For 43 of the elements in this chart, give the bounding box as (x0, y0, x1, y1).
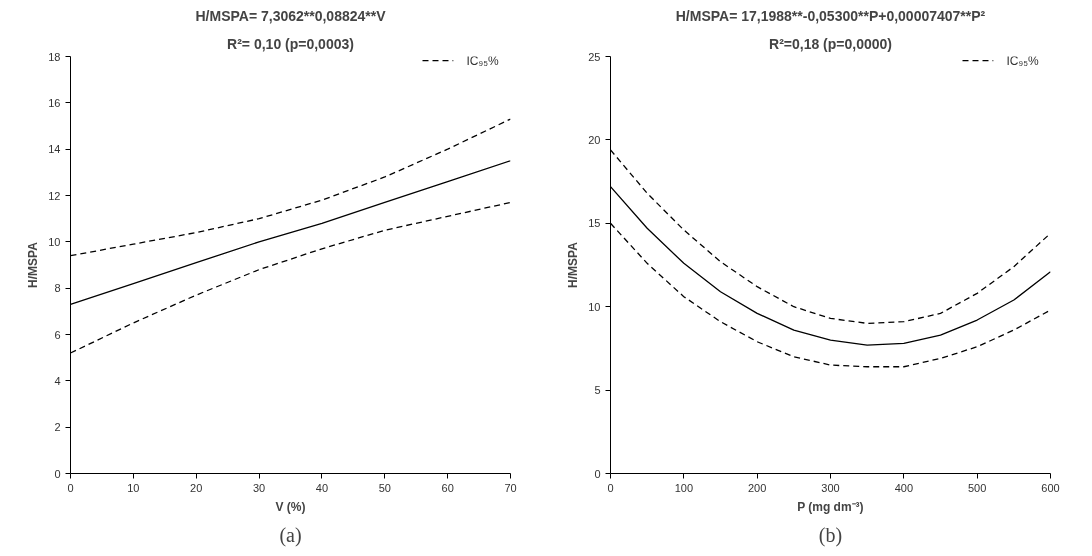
y-tick-label: 10 (48, 235, 61, 248)
y-tick-label: 16 (48, 96, 61, 109)
x-tick-label: 10 (127, 481, 140, 494)
y-tick-label: 2 (54, 421, 61, 434)
y-tick-label: 4 (54, 374, 61, 387)
chart-title: H/MSPA= 17,1988**-0,05300**P+0,00007407**P² (675, 7, 986, 24)
x-axis-title: V (%) (275, 499, 306, 514)
y-tick-label: 15 (588, 217, 601, 230)
y-tick-label: 25 (588, 50, 601, 63)
x-tick-label: 0 (67, 481, 74, 494)
x-tick-label: 0 (607, 481, 614, 494)
x-tick-label: 50 (378, 481, 391, 494)
y-tick-label: 0 (594, 467, 601, 480)
y-tick-label: 10 (588, 300, 601, 313)
x-axis-title: P (mg dm⁻³) (797, 499, 864, 514)
text: (b) (818, 523, 843, 547)
x-tick-label: 20 (190, 481, 203, 494)
legend-label: IC₉₅% (1006, 53, 1040, 68)
y-tick-label: 12 (48, 189, 61, 202)
text: (a) (279, 523, 302, 547)
y-axis-title: H/MSPA (566, 241, 581, 288)
chart-subtitle: R²= 0,10 (p=0,0003) (227, 35, 354, 52)
y-tick-label: 5 (594, 384, 601, 397)
y-tick-label: 18 (48, 50, 61, 63)
chart-subtitle: R²=0,18 (p=0,0000) (769, 35, 892, 52)
y-tick-label: 14 (48, 143, 61, 156)
x-tick-label: 100 (674, 481, 694, 494)
y-tick-label: 6 (54, 328, 61, 341)
x-tick-label: 500 (967, 481, 987, 494)
y-axis-title: H/MSPA (26, 241, 41, 288)
x-tick-label: 400 (894, 481, 914, 494)
x-tick-label: 40 (315, 481, 329, 494)
x-tick-label: 600 (1041, 481, 1060, 494)
y-tick-label: 0 (54, 467, 61, 480)
y-tick-label: 8 (54, 282, 61, 295)
x-tick-label: 200 (747, 481, 767, 494)
x-tick-label: 30 (252, 481, 266, 494)
y-tick-label: 20 (588, 133, 601, 146)
chart-title: H/MSPA= 7,3062**0,08824**V (195, 7, 387, 24)
x-tick-label: 60 (441, 481, 454, 494)
legend-label: IC₉₅% (466, 53, 500, 68)
x-tick-label: 300 (821, 481, 840, 494)
x-tick-label: 70 (504, 481, 517, 494)
